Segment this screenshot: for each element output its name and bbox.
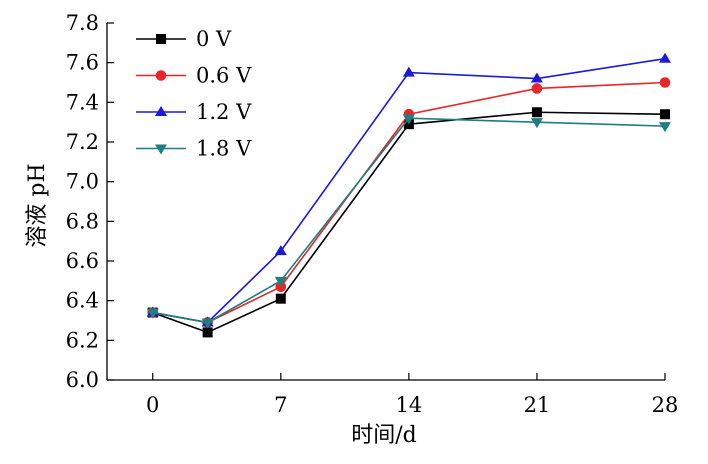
y-axis-title: 溶液 pH	[25, 163, 50, 247]
data-point	[659, 52, 671, 63]
legend-item-0: 0 V	[136, 27, 232, 51]
data-point	[660, 109, 670, 120]
data-point	[531, 83, 543, 94]
data-point	[146, 308, 159, 319]
data-point	[202, 327, 213, 338]
legend: 0 V 0.6 V 1.2 V 1.8 V	[136, 27, 252, 161]
x-tick-label: 14	[396, 393, 423, 417]
y-tick-label: 7.2	[66, 130, 99, 154]
legend-label: 0.6 V	[196, 64, 252, 88]
data-point	[201, 318, 214, 329]
data-point	[402, 114, 415, 125]
legend-item-3: 1.8 V	[136, 137, 252, 161]
data-point	[274, 276, 287, 287]
y-tick-label: 7.4	[66, 90, 99, 114]
legend-item-1: 0.6 V	[136, 64, 252, 88]
x-axis-title: 时间/d	[351, 423, 417, 448]
series-line	[152, 117, 666, 324]
y-tick-label: 6.2	[66, 328, 99, 352]
y-tick-label: 6.6	[66, 249, 99, 273]
y-tick-label: 6.8	[66, 209, 99, 233]
series-line	[152, 111, 666, 334]
x-tick-label: 7	[274, 393, 287, 417]
legend-item-2: 1.2 V	[136, 100, 252, 124]
data-point	[531, 107, 542, 118]
legend-marker	[155, 106, 167, 116]
series-layer	[146, 52, 671, 338]
data-point	[530, 118, 543, 129]
y-tick-label: 6.0	[66, 368, 99, 392]
y-tick-label: 7.8	[66, 11, 99, 35]
x-tick-label: 28	[652, 393, 679, 417]
legend-label: 0 V	[196, 27, 232, 51]
legend-marker	[156, 34, 166, 44]
axes: 6.0 6.2 6.4 6.6 6.8 7.0 7.2 7.4 7.6 7.8 0 7 14 21 28	[66, 11, 679, 417]
data-point	[530, 72, 543, 83]
legend-marker	[155, 144, 167, 155]
series-3	[146, 114, 671, 329]
y-tick-label: 6.4	[66, 289, 99, 313]
series-2	[146, 52, 671, 327]
data-point	[659, 122, 671, 133]
series-line	[152, 57, 666, 324]
data-point	[659, 77, 671, 88]
data-point	[274, 245, 287, 256]
y-tick-label: 7.6	[66, 51, 99, 75]
data-point	[275, 293, 286, 304]
x-tick-label: 0	[146, 393, 159, 417]
x-tick-label: 21	[524, 393, 551, 417]
y-tick-label: 7.0	[66, 170, 99, 194]
legend-label: 1.2 V	[196, 100, 252, 124]
legend-marker	[155, 70, 167, 81]
data-point	[402, 66, 415, 77]
legend-label: 1.8 V	[196, 137, 252, 161]
